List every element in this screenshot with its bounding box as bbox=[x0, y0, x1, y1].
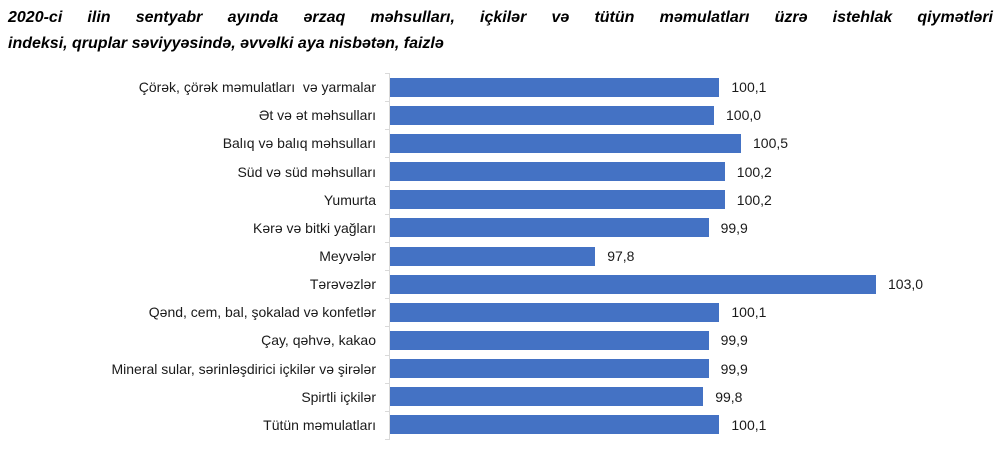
bar-track: 100,2 bbox=[383, 157, 1000, 185]
bar-track: 99,9 bbox=[383, 326, 1000, 354]
bar-track: 100,5 bbox=[383, 129, 1000, 157]
bar bbox=[390, 302, 720, 322]
axis-tick bbox=[385, 186, 390, 187]
bar-track: 100,1 bbox=[383, 73, 1000, 101]
axis-tick bbox=[385, 439, 390, 440]
value-label: 100,5 bbox=[753, 135, 789, 152]
bar bbox=[390, 77, 720, 97]
bar-row: Kərə və bitki yağları 99,9 bbox=[0, 214, 1000, 242]
value-label: 99,9 bbox=[720, 219, 748, 236]
category-label: Tərəvəzlər bbox=[309, 276, 376, 293]
axis-tick bbox=[385, 270, 390, 271]
category-label: Süd və süd məhsulları bbox=[237, 163, 376, 180]
bar-rows: Çörək, çörək məmulatları və yarmalar 100,… bbox=[0, 73, 1000, 439]
category-label: Balıq və balıq məhsulları bbox=[222, 135, 376, 152]
axis-tick bbox=[385, 101, 390, 102]
bar-track: 100,0 bbox=[383, 101, 1000, 129]
axis-tick bbox=[385, 298, 390, 299]
category-label: Çörək, çörək məmulatları və yarmalar bbox=[138, 79, 376, 96]
value-label: 103,0 bbox=[888, 276, 924, 293]
bar-chart-plot: Çörək, çörək məmulatları və yarmalar 100,… bbox=[0, 73, 1000, 440]
bar-row: Tərəvəzlər 103,0 bbox=[0, 270, 1000, 298]
axis-tick bbox=[385, 157, 390, 158]
bar-row: Balıq və balıq məhsulları 100,5 bbox=[0, 129, 1000, 157]
axis-tick bbox=[385, 129, 390, 130]
axis-tick bbox=[385, 326, 390, 327]
bar-row: Süd və süd məhsulları 100,2 bbox=[0, 157, 1000, 185]
category-label: Tütün məmulatları bbox=[263, 416, 376, 433]
category-label: Mineral sular, sərinləşdirici içkilər və… bbox=[111, 360, 376, 377]
bar bbox=[390, 133, 741, 153]
category-axis-line bbox=[389, 73, 390, 439]
bar bbox=[390, 190, 725, 210]
bar bbox=[390, 162, 725, 182]
chart-title-line2: indeksi, qruplar səviyyəsində, əvvəlki a… bbox=[8, 35, 444, 52]
bar-row: Yumurta 100,2 bbox=[0, 186, 1000, 214]
bar-row: Meyvələr 97,8 bbox=[0, 242, 1000, 270]
category-label: Qənd, cem, bal, şokalad və konfetlər bbox=[148, 304, 376, 321]
bar-track: 97,8 bbox=[383, 242, 1000, 270]
bar-row: Spirtli içkilər 99,8 bbox=[0, 383, 1000, 411]
bar bbox=[390, 330, 709, 350]
bar bbox=[390, 218, 709, 238]
bar-track: 100,1 bbox=[383, 298, 1000, 326]
bar-row: Qənd, cem, bal, şokalad və konfetlər 100,… bbox=[0, 298, 1000, 326]
category-label: Meyvələr bbox=[319, 248, 376, 265]
bar bbox=[390, 246, 596, 266]
axis-tick bbox=[385, 73, 390, 74]
category-label: Kərə və bitki yağları bbox=[253, 219, 376, 236]
axis-tick bbox=[385, 214, 390, 215]
bar bbox=[390, 387, 704, 407]
value-label: 99,9 bbox=[720, 360, 748, 377]
value-label: 100,1 bbox=[731, 416, 767, 433]
bar bbox=[390, 415, 720, 435]
bar-row: Mineral sular, sərinləşdirici içkilər və… bbox=[0, 355, 1000, 383]
category-label: Yumurta bbox=[323, 191, 376, 208]
bar-track: 103,0 bbox=[383, 270, 1000, 298]
bar-track: 99,9 bbox=[383, 355, 1000, 383]
category-label: Çay, qəhvə, kakao bbox=[261, 332, 376, 349]
value-label: 99,8 bbox=[715, 388, 743, 405]
bar-track: 100,2 bbox=[383, 186, 1000, 214]
axis-tick bbox=[385, 383, 390, 384]
value-label: 97,8 bbox=[607, 248, 635, 265]
bar-row: Çay, qəhvə, kakao 99,9 bbox=[0, 326, 1000, 354]
value-label: 100,2 bbox=[736, 191, 772, 208]
value-label: 100,2 bbox=[736, 163, 772, 180]
value-label: 100,0 bbox=[726, 107, 762, 124]
chart-title-line1: 2020-ci ilin sentyabr ayında ərzaq məhsu… bbox=[8, 9, 993, 26]
axis-tick bbox=[385, 242, 390, 243]
bar-row: Çörək, çörək məmulatları və yarmalar 100,… bbox=[0, 73, 1000, 101]
category-label: Spirtli içkilər bbox=[301, 388, 376, 405]
bar-row: Tütün məmulatları 100,1 bbox=[0, 411, 1000, 439]
bar bbox=[390, 105, 714, 125]
bar-track: 99,9 bbox=[383, 214, 1000, 242]
bar-row: Ət və ət məhsulları 100,0 bbox=[0, 101, 1000, 129]
value-label: 100,1 bbox=[731, 304, 767, 321]
axis-tick bbox=[385, 411, 390, 412]
bar bbox=[390, 359, 709, 379]
bar bbox=[390, 274, 876, 294]
value-label: 99,9 bbox=[720, 332, 748, 349]
axis-tick bbox=[385, 355, 390, 356]
value-label: 100,1 bbox=[731, 79, 767, 96]
bar-track: 100,1 bbox=[383, 411, 1000, 439]
bar-track: 99,8 bbox=[383, 383, 1000, 411]
category-label: Ət və ət məhsulları bbox=[258, 107, 376, 124]
chart-title: 2020-ci ilin sentyabr ayında ərzaq məhsu… bbox=[8, 5, 993, 57]
